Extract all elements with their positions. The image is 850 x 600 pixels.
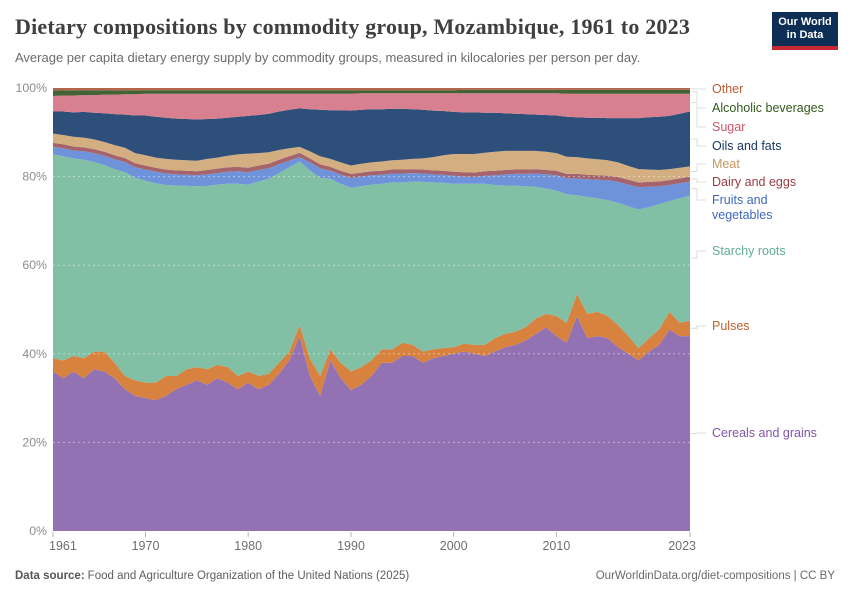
- chart-subtitle: Average per capita dietary energy supply…: [15, 50, 641, 65]
- chart-footer: Data source: Food and Agriculture Organiz…: [15, 570, 835, 582]
- area-dairy-and-eggs[interactable]: [53, 142, 690, 188]
- area-cereals-and-grains[interactable]: [53, 316, 690, 531]
- x-axis-label: 1980: [234, 539, 262, 553]
- legend-connector: [691, 432, 706, 434]
- legend-connector: [691, 325, 706, 329]
- legend-connector: [691, 91, 706, 109]
- data-source-text: Food and Agriculture Organization of the…: [87, 570, 410, 582]
- footer-link[interactable]: OurWorldinData.org/diet-compositions | C…: [595, 570, 835, 582]
- x-axis-label: 2023: [668, 539, 696, 553]
- area-meat[interactable]: [53, 133, 690, 183]
- legend-label-other[interactable]: Other: [712, 82, 743, 96]
- data-source-label: Data source:: [15, 570, 85, 582]
- legend-label-starchy-roots[interactable]: Starchy roots: [712, 244, 786, 258]
- area-fruits-and-vegetables[interactable]: [53, 146, 690, 210]
- legend-label-fruits-and-vegetables[interactable]: Fruits and vegetables: [712, 193, 772, 222]
- legend-label-cereals-and-grains[interactable]: Cereals and grains: [712, 426, 817, 440]
- area-alcoholic-beverages[interactable]: [53, 89, 690, 96]
- x-axis-label: 2000: [440, 539, 468, 553]
- data-source[interactable]: Data source: Food and Agriculture Organiz…: [15, 570, 409, 582]
- owid-logo[interactable]: Our World in Data: [772, 12, 838, 50]
- owid-logo-line2: in Data: [786, 29, 824, 41]
- y-axis-label: 0%: [29, 524, 47, 538]
- legend-label-alcoholic-beverages[interactable]: Alcoholic beverages: [712, 101, 824, 115]
- legend-label-meat[interactable]: Meat: [712, 157, 740, 171]
- area-oils-and-fats[interactable]: [53, 108, 690, 170]
- x-axis-label: 1990: [337, 539, 365, 553]
- y-axis-label: 20%: [22, 435, 47, 449]
- legend-connector: [691, 102, 706, 128]
- chart-title: Dietary compositions by commodity group,…: [15, 14, 691, 39]
- y-axis-label: 100%: [16, 81, 48, 95]
- legend-label-dairy-and-eggs[interactable]: Dairy and eggs: [712, 175, 796, 189]
- legend-connector: [691, 250, 706, 259]
- x-axis-label: 2010: [542, 539, 570, 553]
- area-other[interactable]: [53, 88, 690, 91]
- legend-connector: [691, 138, 706, 147]
- area-starchy-roots[interactable]: [53, 154, 690, 383]
- legend-connector: [691, 163, 706, 172]
- y-axis-label: 40%: [22, 347, 47, 361]
- y-axis-label: 80%: [22, 170, 47, 184]
- legend-label-sugar[interactable]: Sugar: [712, 120, 745, 134]
- area-sugar[interactable]: [53, 93, 690, 120]
- x-axis-label: 1961: [49, 539, 77, 553]
- y-axis-label: 60%: [22, 258, 47, 272]
- owid-logo-line1: Our World: [778, 16, 832, 28]
- legend-connector: [691, 178, 706, 183]
- legend-label-oils-and-fats[interactable]: Oils and fats: [712, 139, 781, 153]
- area-pulses[interactable]: [53, 294, 690, 401]
- legend-label-pulses[interactable]: Pulses: [712, 319, 750, 333]
- x-axis-label: 1970: [132, 539, 160, 553]
- legend-connector: [691, 188, 706, 201]
